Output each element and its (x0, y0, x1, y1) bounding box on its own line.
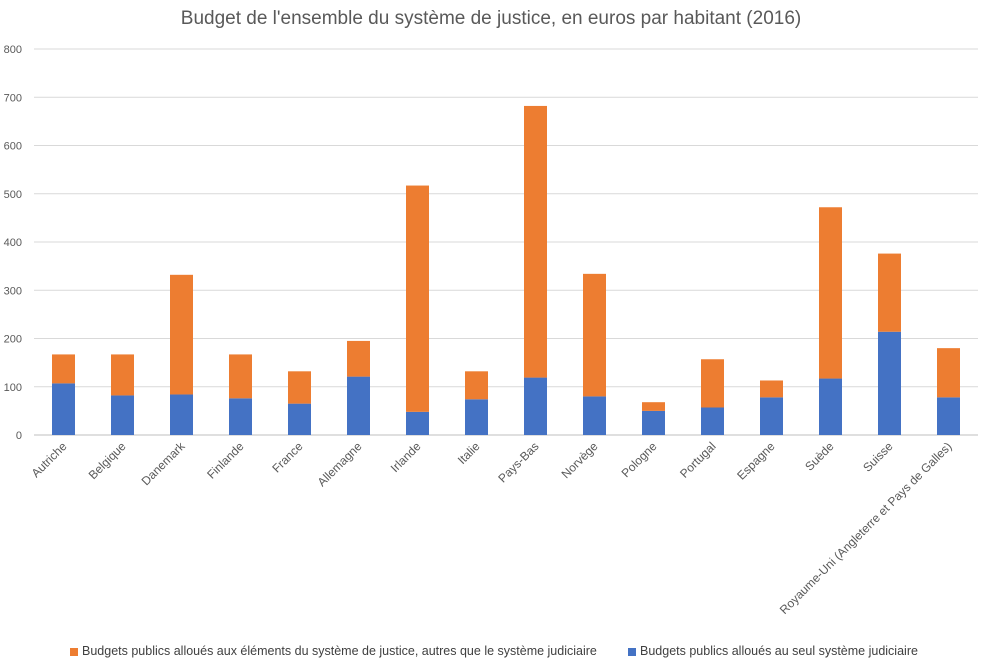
x-tick-label: Danemark (139, 439, 189, 489)
bar-segment-other[interactable] (347, 340, 370, 377)
x-axis-ticks: Autriche Belgique Danemark Finlande France Al… (29, 439, 955, 617)
bar-segment-judiciary[interactable] (760, 397, 783, 435)
legend-label-other: Budgets publics alloués aux éléments du … (82, 644, 597, 658)
y-tick-label: 800 (4, 44, 22, 56)
bar-segment-other[interactable] (524, 105, 547, 378)
legend-item-other[interactable]: Budgets publics alloués aux éléments du … (70, 644, 597, 658)
y-tick-label: 500 (4, 189, 22, 201)
legend-item-judiciary[interactable]: Budgets publics alloués au seul système … (628, 644, 918, 658)
legend-swatch-orange (70, 647, 78, 656)
bar-segment-other[interactable] (878, 253, 901, 332)
legend: Budgets publics alloués aux éléments du … (0, 644, 982, 658)
x-tick-label: France (269, 439, 306, 476)
x-tick-label: Belgique (86, 439, 129, 482)
bar-segment-judiciary[interactable] (465, 399, 488, 435)
bar-segment-judiciary[interactable] (583, 396, 606, 435)
bar-segment-judiciary[interactable] (878, 331, 901, 435)
bar-segment-judiciary[interactable] (288, 403, 311, 435)
bar-segment-other[interactable] (465, 371, 488, 400)
y-tick-label: 0 (16, 430, 22, 442)
bar-segment-judiciary[interactable] (701, 407, 724, 435)
bar-segment-judiciary[interactable] (170, 394, 193, 435)
bar-segment-judiciary[interactable] (937, 397, 960, 435)
legend-swatch-blue (628, 647, 636, 656)
bar-segment-judiciary[interactable] (642, 410, 665, 435)
bar-segment-judiciary[interactable] (111, 395, 134, 435)
x-tick-label: Pologne (619, 439, 660, 480)
bar-segment-judiciary[interactable] (52, 383, 75, 435)
x-tick-label: Norvège (559, 439, 601, 481)
bar-segment-judiciary[interactable] (819, 378, 842, 435)
bar-segment-other[interactable] (701, 359, 724, 408)
bar-segment-other[interactable] (406, 185, 429, 412)
y-tick-label: 700 (4, 92, 22, 104)
bar-segment-other[interactable] (170, 274, 193, 395)
x-tick-label: Pays-Bas (495, 439, 541, 485)
y-tick-label: 100 (4, 382, 22, 394)
bar-segment-other[interactable] (229, 354, 252, 399)
bar-segment-other[interactable] (288, 371, 311, 404)
y-tick-label: 200 (4, 334, 22, 346)
bar-segment-judiciary[interactable] (406, 411, 429, 435)
x-tick-label: Autriche (29, 439, 70, 480)
y-tick-label: 600 (4, 141, 22, 153)
bars (52, 105, 960, 435)
bar-segment-judiciary[interactable] (524, 377, 547, 435)
bar-segment-judiciary[interactable] (347, 376, 370, 435)
stacked-bar-chart: 0 100 200 300 400 500 600 700 800 Autriche Belgiq… (4, 44, 978, 617)
x-tick-label: Irlande (388, 439, 424, 475)
bar-segment-other[interactable] (52, 354, 75, 384)
chart-title: Budget de l'ensemble du système de justi… (180, 8, 802, 29)
x-tick-label: Allemagne (315, 439, 365, 489)
bar-segment-judiciary[interactable] (229, 398, 252, 435)
bar-segment-other[interactable] (937, 348, 960, 398)
bar-segment-other[interactable] (642, 402, 665, 411)
y-axis-ticks: 0 100 200 300 400 500 600 700 800 (4, 44, 22, 442)
x-tick-label: Portugal (677, 439, 719, 481)
bar-segment-other[interactable] (819, 207, 842, 379)
x-tick-label: Suède (802, 439, 837, 474)
bar-segment-other[interactable] (760, 380, 783, 398)
legend-label-judiciary: Budgets publics alloués au seul système … (640, 644, 918, 658)
x-tick-label: Italie (455, 439, 483, 467)
y-tick-label: 300 (4, 285, 22, 297)
y-tick-label: 400 (4, 237, 22, 249)
x-tick-label: Espagne (734, 439, 778, 483)
x-tick-label: Finlande (204, 439, 247, 482)
bar-segment-other[interactable] (111, 354, 134, 396)
x-tick-label: Suisse (860, 439, 896, 475)
bar-segment-other[interactable] (583, 273, 606, 397)
